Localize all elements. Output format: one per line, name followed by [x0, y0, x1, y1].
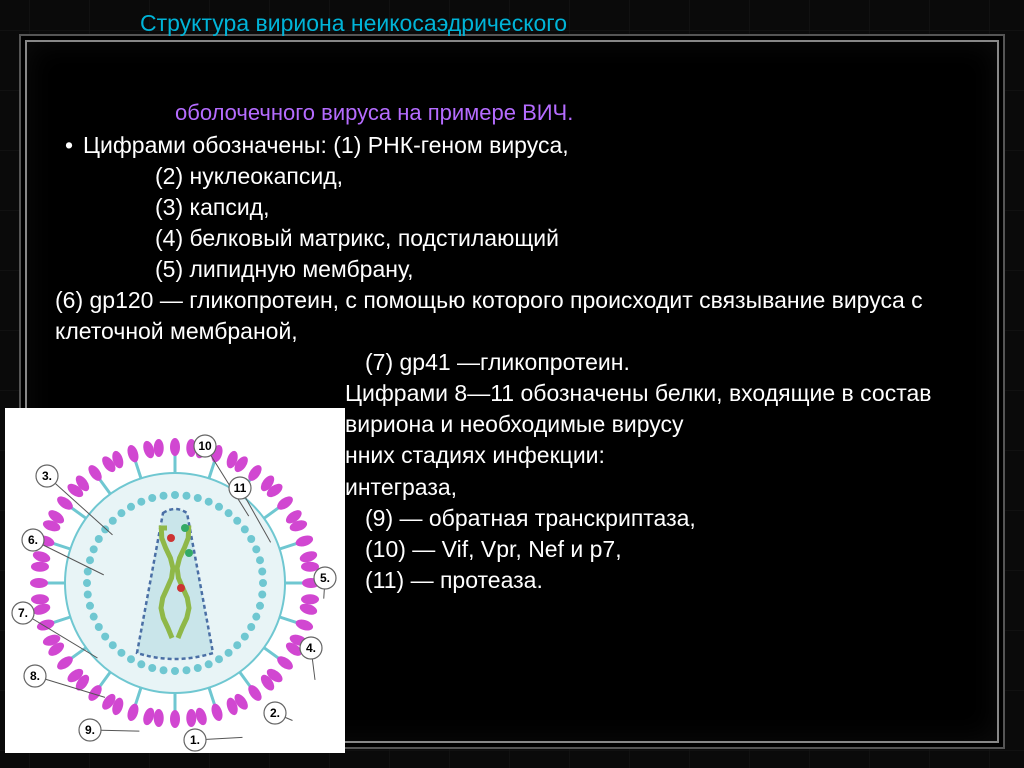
- list-item: (2) нуклеокапсид,: [55, 161, 984, 192]
- svg-text:5.: 5.: [320, 571, 330, 585]
- svg-text:11: 11: [234, 481, 247, 495]
- bullet-icon: •: [55, 130, 83, 161]
- svg-text:6.: 6.: [28, 533, 38, 547]
- svg-text:4.: 4.: [306, 641, 316, 655]
- virus-diagram: 1. 2. 3. 4. 5. 6. 7. 8. 9. 10 11: [5, 408, 345, 753]
- title-line-1: Структура вириона неикосаэдрического: [140, 10, 567, 37]
- svg-text:10: 10: [198, 439, 212, 453]
- svg-text:7.: 7.: [18, 606, 28, 620]
- svg-text:3.: 3.: [42, 469, 52, 483]
- line-7a: (7) gp41 —гликопротеин.: [55, 347, 984, 378]
- intro-text: Цифрами обозначены: (1) РНК-геном вируса…: [83, 130, 569, 161]
- list-item: (4) белковый матрикс, подстилающий: [55, 223, 984, 254]
- title-line-2: оболочечного вируса на примере ВИЧ.: [175, 100, 573, 126]
- list-item: (3) капсид,: [55, 192, 984, 223]
- line-6: (6) gp120 — гликопротеин, с помощью кото…: [55, 285, 984, 347]
- virus-svg: 1. 2. 3. 4. 5. 6. 7. 8. 9. 10 11: [5, 408, 345, 753]
- svg-text:2.: 2.: [270, 706, 280, 720]
- list-item: (5) липидную мембрану,: [55, 254, 984, 285]
- svg-text:1.: 1.: [190, 733, 200, 747]
- svg-text:8.: 8.: [30, 669, 40, 683]
- svg-text:9.: 9.: [85, 723, 95, 737]
